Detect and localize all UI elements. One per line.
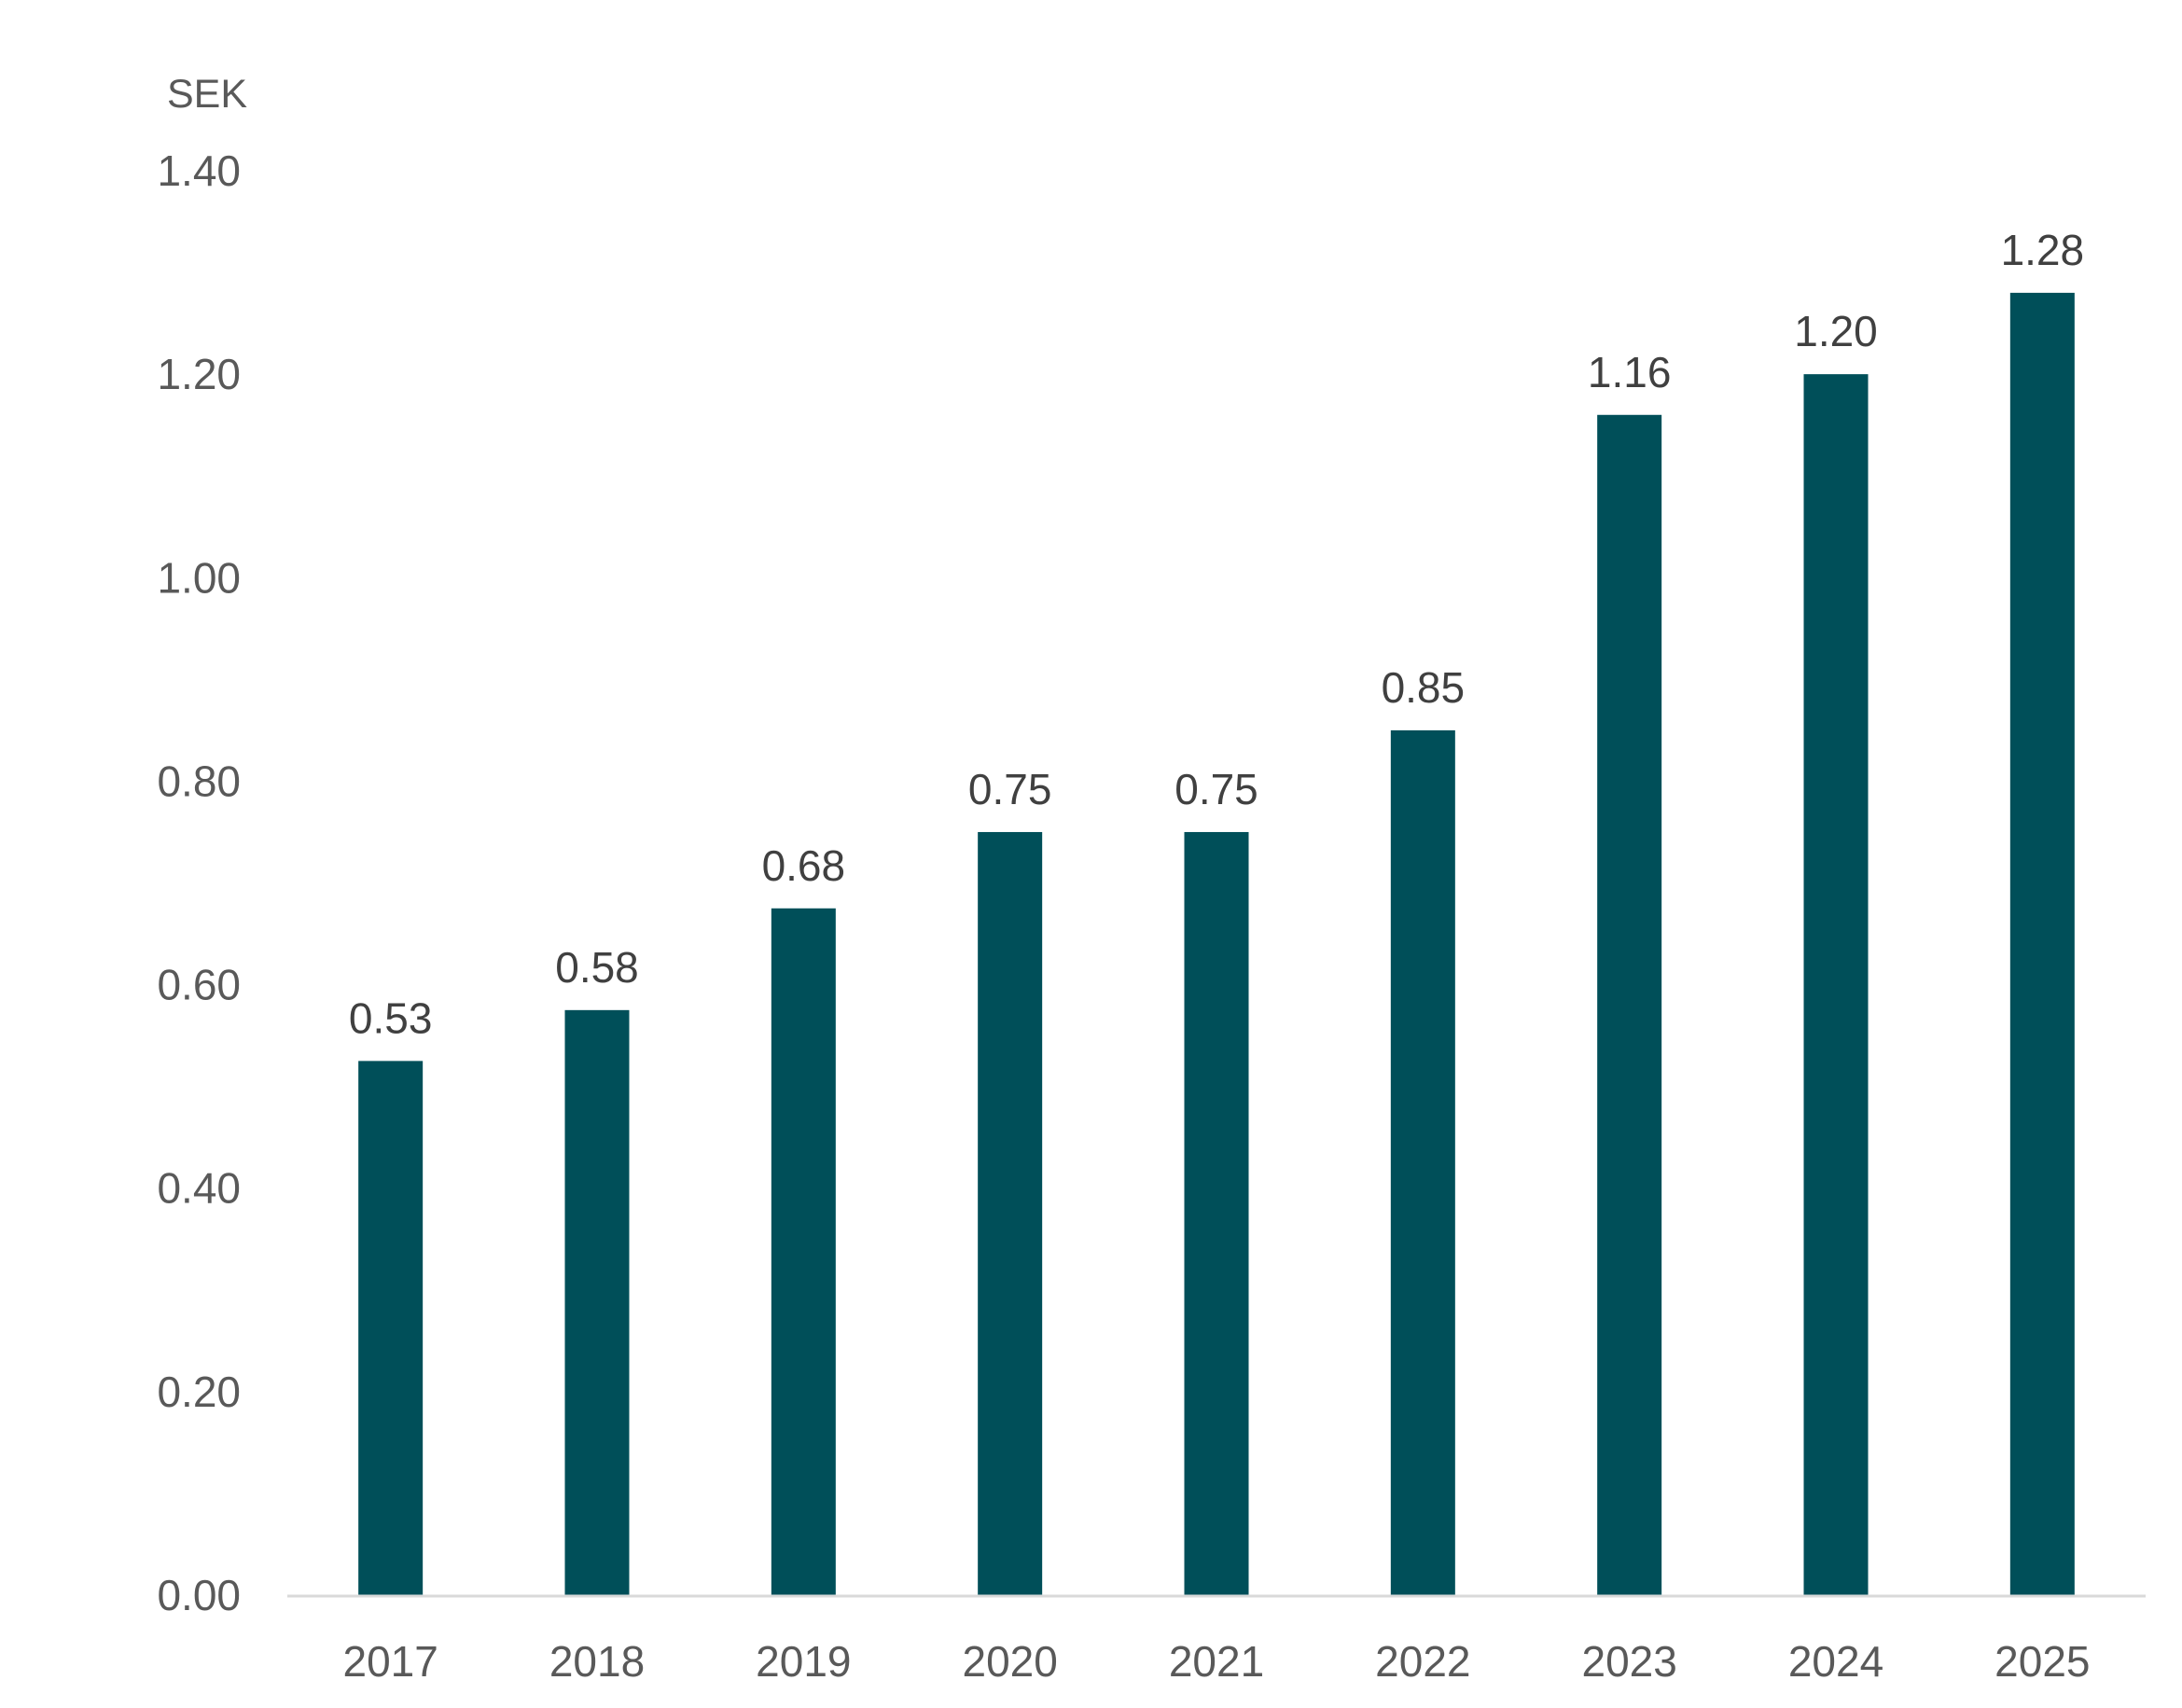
- data-label-2024: 1.20: [1794, 307, 1878, 355]
- y-tick-label: 0.80: [157, 757, 241, 805]
- y-tick-label: 0.00: [157, 1571, 241, 1619]
- y-tick-label: 0.60: [157, 961, 241, 1009]
- x-tick-label: 2024: [1788, 1637, 1883, 1686]
- bar-2023: [1597, 414, 1662, 1595]
- y-axis-unit-label: SEK: [167, 72, 247, 117]
- x-tick-label: 2025: [1994, 1637, 2090, 1686]
- x-tick-label: 2018: [549, 1637, 645, 1686]
- bar-2017: [358, 1061, 424, 1595]
- bar-2024: [1803, 374, 1869, 1596]
- data-label-2021: 0.75: [1174, 765, 1258, 813]
- data-label-2023: 1.16: [1588, 348, 1672, 396]
- y-tick-label: 0.20: [157, 1368, 241, 1416]
- x-tick-label: 2020: [962, 1637, 1057, 1686]
- x-tick-label: 2023: [1581, 1637, 1676, 1686]
- bar-2025: [2009, 292, 2075, 1595]
- x-tick-label: 2017: [342, 1637, 438, 1686]
- x-axis-ticks: 2017 2018 2019 2020 2021 2022 2023 2024 2025: [342, 1637, 2090, 1686]
- bar-2021: [1184, 831, 1249, 1595]
- y-tick-label: 1.20: [157, 350, 241, 398]
- y-tick-label: 0.40: [157, 1164, 241, 1213]
- data-label-2018: 0.58: [555, 943, 639, 992]
- y-axis-ticks: 0.00 0.20 0.40 0.60 0.80 1.00 1.20 1.40: [157, 146, 241, 1619]
- data-label-2020: 0.75: [968, 765, 1052, 813]
- bars-group: [358, 292, 2075, 1596]
- data-label-2017: 0.53: [349, 993, 433, 1042]
- y-tick-label: 1.00: [157, 553, 241, 602]
- data-label-2025: 1.28: [2001, 226, 2085, 274]
- bar-2020: [978, 831, 1043, 1595]
- bar-2022: [1390, 729, 1455, 1595]
- data-labels-group: 0.53 0.58 0.68 0.75 0.75 0.85 1.16 1.20 1.28: [349, 226, 2084, 1042]
- x-tick-label: 2021: [1169, 1637, 1264, 1686]
- bar-2019: [771, 908, 836, 1595]
- bar-2018: [564, 1009, 630, 1595]
- data-label-2022: 0.85: [1382, 663, 1466, 712]
- data-label-2019: 0.68: [762, 841, 846, 890]
- x-tick-label: 2019: [756, 1637, 851, 1686]
- x-tick-label: 2022: [1375, 1637, 1470, 1686]
- y-tick-label: 1.40: [157, 146, 241, 195]
